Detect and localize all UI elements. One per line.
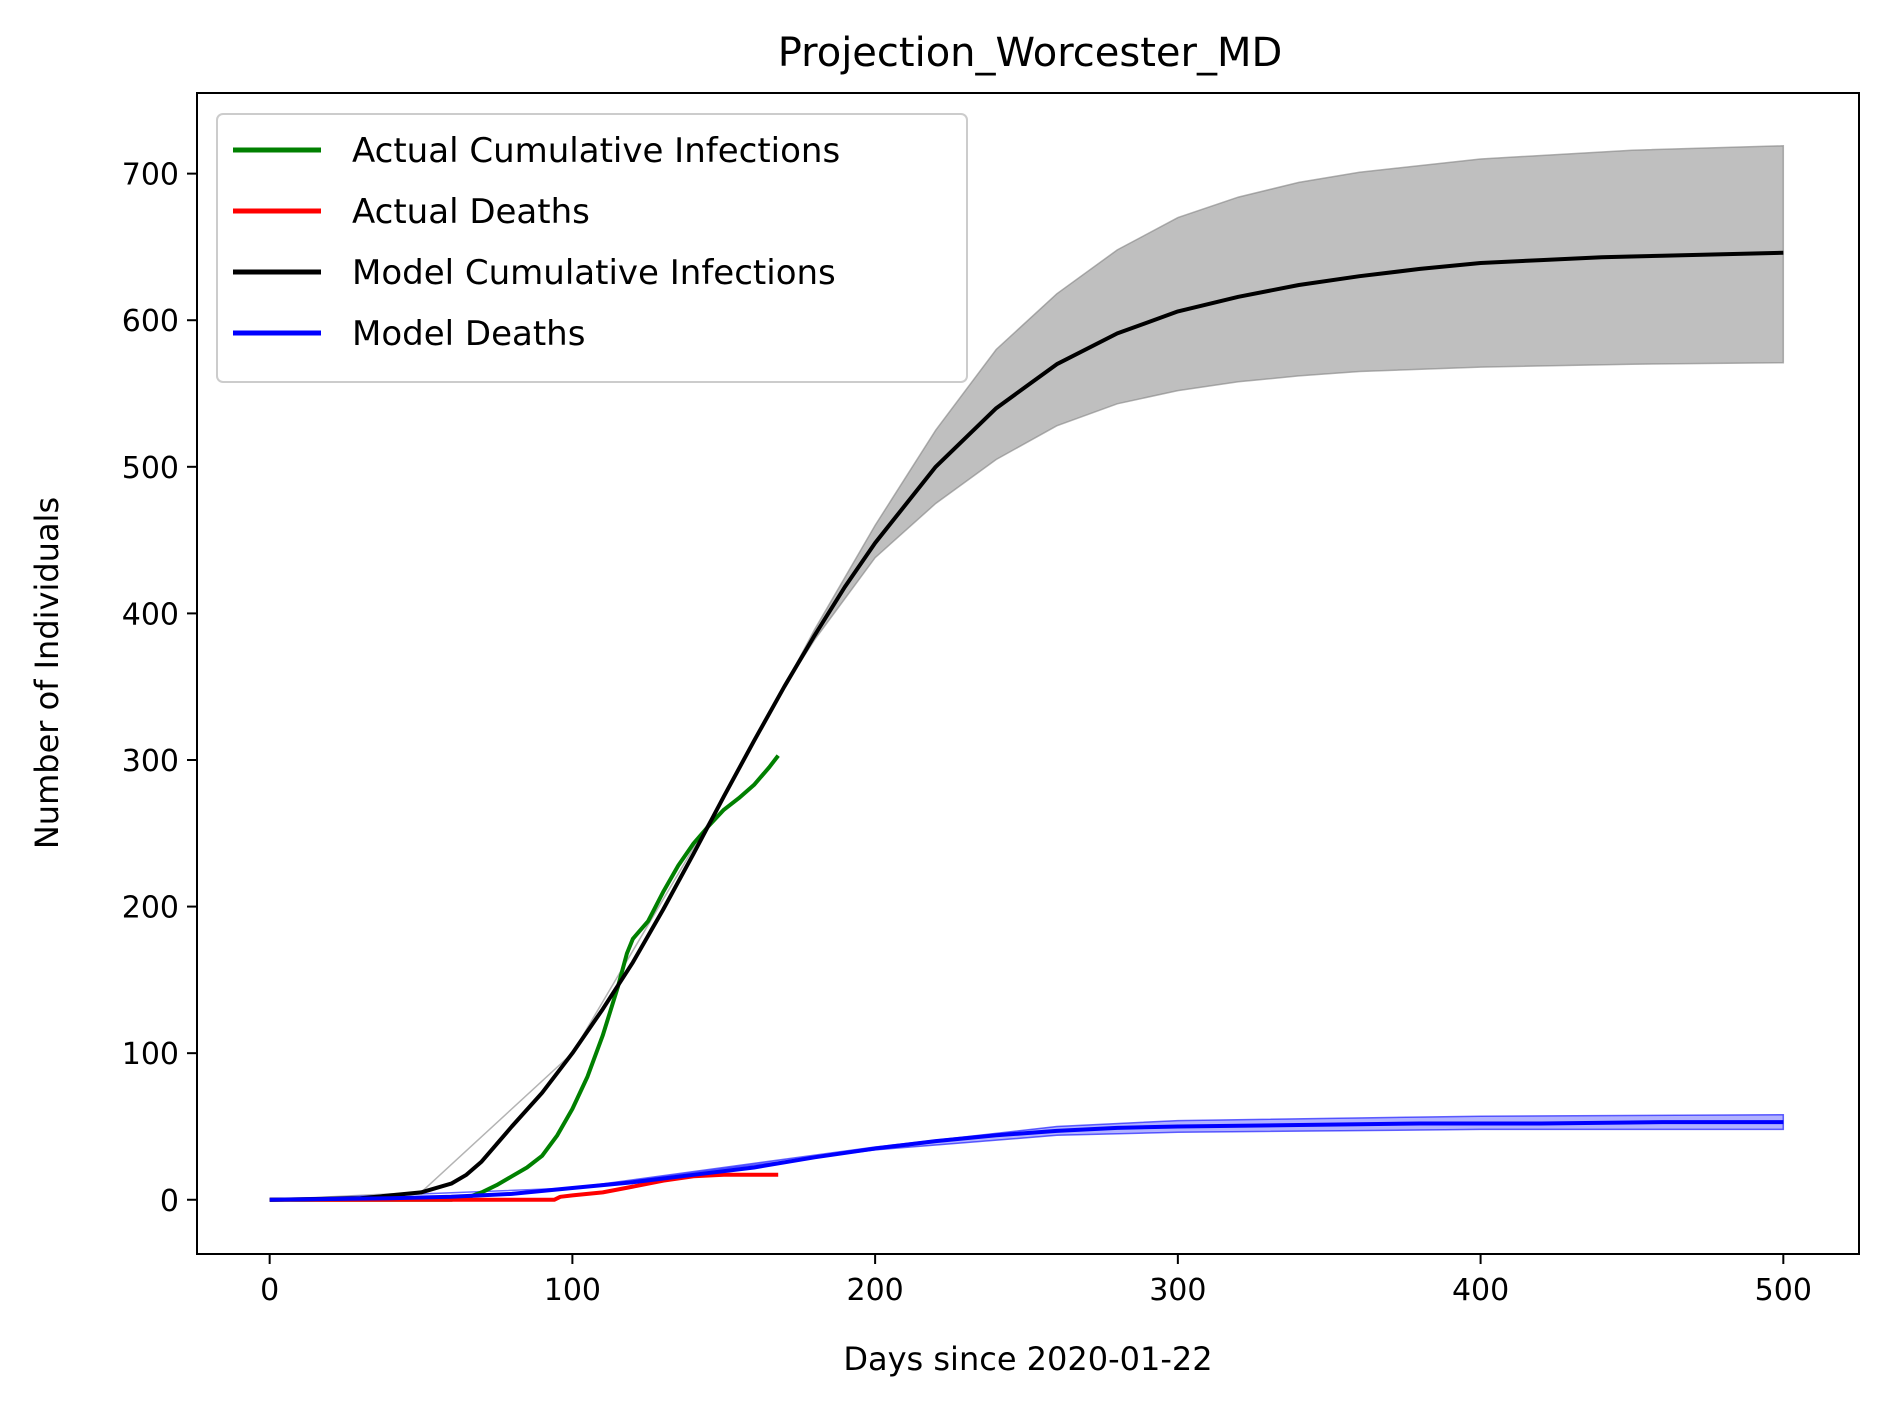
legend-label-model-deaths: Model Deaths (352, 314, 585, 354)
y-tick-label-500: 500 (122, 451, 179, 486)
y-tick-label-0: 0 (160, 1184, 179, 1219)
y-axis-label: Number of Individuals (28, 497, 66, 849)
x-tick-label-100: 100 (544, 1273, 601, 1308)
y-axis: 0 100 200 300 400 500 600 700 (122, 158, 197, 1219)
y-tick-label-400: 400 (122, 597, 179, 632)
x-axis: 0 100 200 300 400 500 (260, 1254, 1812, 1308)
x-tick-label-0: 0 (260, 1273, 279, 1308)
legend-box (216, 113, 968, 383)
y-tick-label-300: 300 (122, 744, 179, 779)
y-tick-label-200: 200 (122, 891, 179, 926)
legend-label-model-cumulative-infections: Model Cumulative Infections (352, 253, 836, 293)
y-tick-label-600: 600 (122, 304, 179, 339)
x-axis-label: Days since 2020-01-22 (843, 1340, 1212, 1378)
plot-frame (196, 92, 1860, 1255)
legend: Actual Cumulative Infections Actual Death… (216, 113, 968, 383)
x-tick-label-300: 300 (1149, 1273, 1206, 1308)
actual-deaths-line (269, 1172, 779, 1202)
series-layer (269, 250, 1784, 1202)
chart-title: Projection_Worcester_MD (778, 30, 1283, 76)
legend-label-actual-deaths: Actual Deaths (352, 192, 590, 232)
x-tick-label-400: 400 (1452, 1273, 1509, 1308)
y-tick-label-100: 100 (122, 1037, 179, 1072)
y-tick-label-700: 700 (122, 158, 179, 193)
model-deaths-line (269, 1120, 1784, 1202)
legend-label-actual-cumulative-infections: Actual Cumulative Infections (352, 131, 840, 171)
x-tick-label-200: 200 (846, 1273, 903, 1308)
x-tick-label-500: 500 (1755, 1273, 1812, 1308)
model-cumulative-infections-line (269, 250, 1784, 1202)
